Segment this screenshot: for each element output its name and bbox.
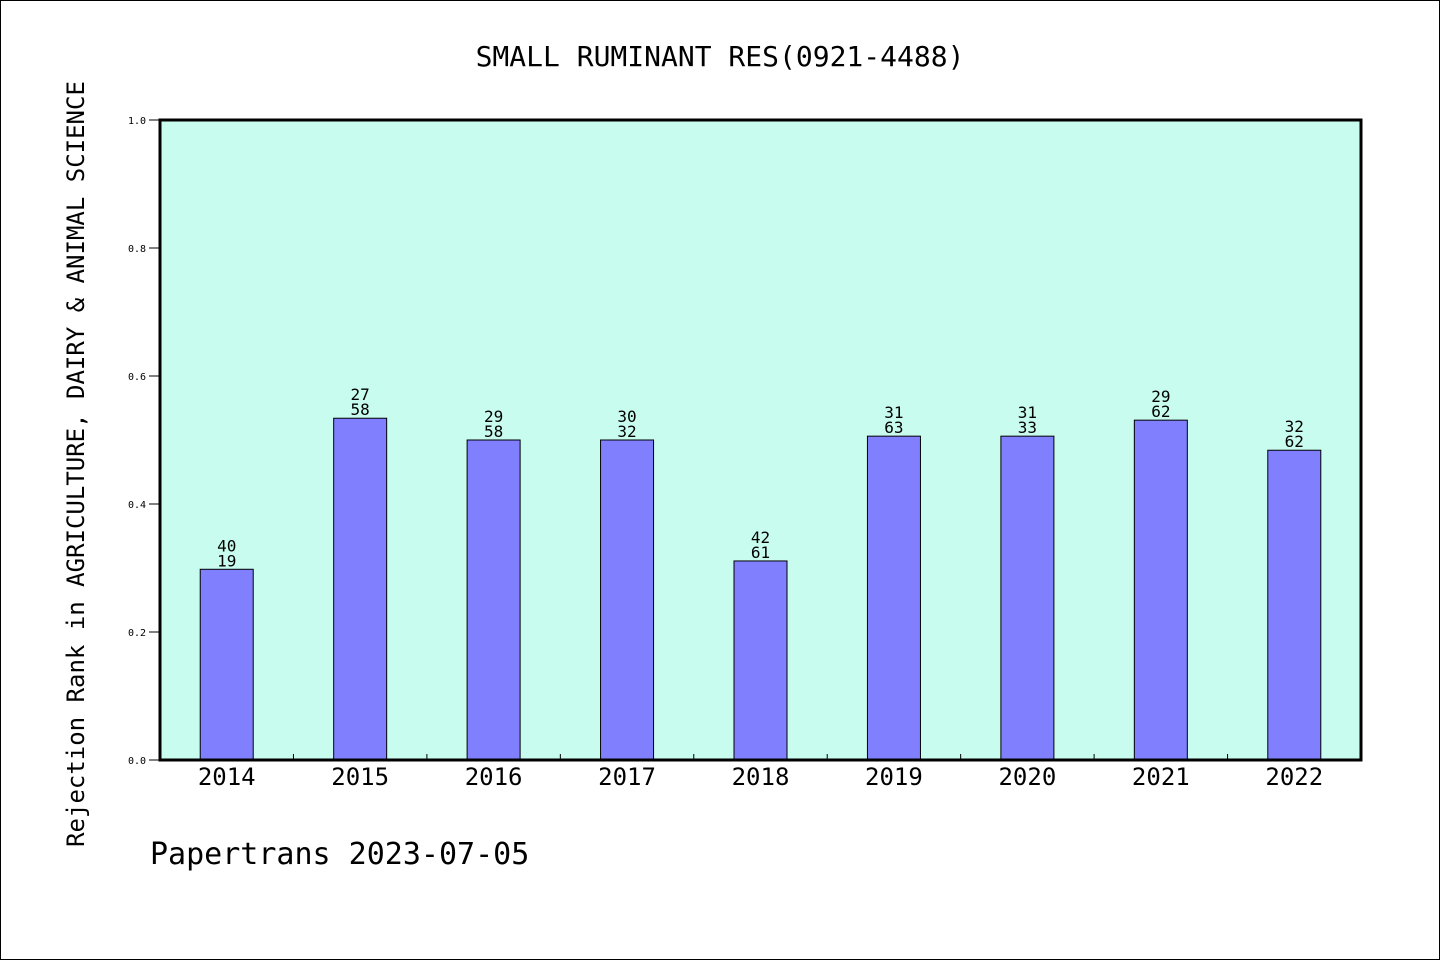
bar-label-top: 31 [1018,403,1037,422]
bar-label-bottom: 62 [1151,402,1170,421]
y-tick-label: 0.8 [128,244,146,255]
x-tick-label: 2022 [1265,763,1323,791]
y-tick-label: 1.0 [128,116,146,127]
bar-2015 [333,417,388,761]
x-tick-label: 2016 [465,763,523,791]
bar-label-bottom: 58 [351,400,370,419]
bar-2016 [466,439,521,761]
y-tick-label: 0.2 [128,628,146,639]
footer-text: Papertrans 2023-07-05 [150,837,529,872]
y-tick-label: 0.0 [128,756,146,767]
bar-label-top: 31 [884,403,903,422]
bar-label-bottom: 19 [217,551,236,570]
bar-label-top: 30 [617,407,636,426]
bar-2022 [1267,449,1322,761]
bar-label-top: 42 [751,528,770,547]
y-axis-ticks: 0.0 0.2 0.4 0.6 0.8 1.0 [128,116,160,767]
bar-2018 [733,560,788,761]
y-axis-label: Rejection Rank in AGRICULTURE, DAIRY & A… [62,81,90,847]
y-tick-label: 0.6 [128,372,146,383]
bar-2014 [199,568,254,761]
bar-label-top: 27 [351,385,370,404]
bar-label-bottom: 63 [884,418,903,437]
bar-label-top: 29 [1151,387,1170,406]
x-tick-label: 2018 [732,763,790,791]
x-axis-ticks: 2014 2015 2016 2017 2018 2019 2020 2021 2022 [198,754,1323,791]
bar-label-top: 40 [217,536,236,555]
bar-2019 [866,435,921,761]
bar-2021 [1133,419,1188,761]
y-tick-label: 0.4 [128,500,146,511]
bar-label-bottom: 62 [1285,432,1304,451]
bar-label-bottom: 32 [617,422,636,441]
x-tick-label: 2019 [865,763,923,791]
plot-border [158,118,1363,762]
bar-2017 [600,439,655,761]
bars-group [199,417,1322,761]
x-tick-label: 2021 [1132,763,1190,791]
bar-label-top: 32 [1285,417,1304,436]
bar-label-bottom: 61 [751,543,770,562]
bar-2020 [1000,435,1055,761]
chart-title: SMALL RUMINANT RES(0921-4488) [476,40,965,73]
x-tick-label: 2014 [198,763,256,791]
x-tick-label: 2017 [598,763,656,791]
bar-label-bottom: 33 [1018,418,1037,437]
x-tick-label: 2015 [331,763,389,791]
bar-label-bottom: 58 [484,422,503,441]
x-tick-label: 2020 [998,763,1056,791]
bar-label-top: 29 [484,407,503,426]
